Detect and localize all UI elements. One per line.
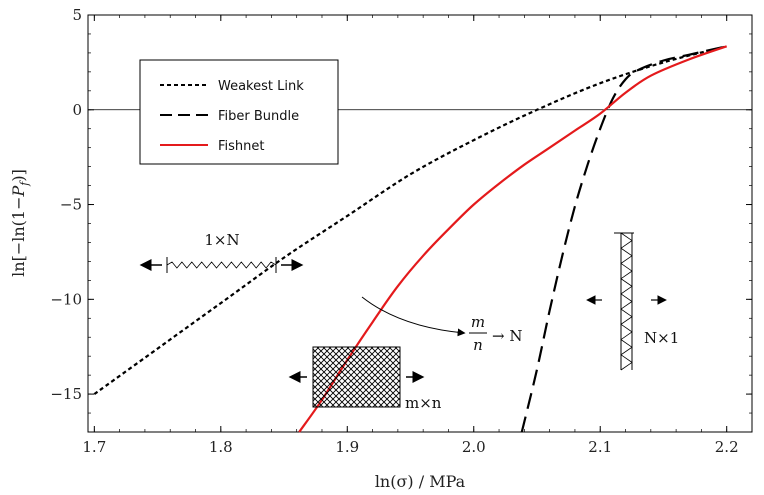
series-line-fiber-bundle <box>520 45 727 433</box>
mesh-block <box>312 346 401 408</box>
y-axis-title-pre: ln[−ln(1− <box>9 197 28 277</box>
x-tick-label: 2.0 <box>462 438 486 456</box>
bundle-zigzag <box>620 232 633 371</box>
legend-box <box>139 59 339 165</box>
series-line-weakest-link <box>93 45 727 395</box>
x-tick-label: 2.2 <box>715 438 739 456</box>
y-axis-title-subscript: f <box>18 180 31 187</box>
y-axis-title: ln[−ln(1−Pf)] <box>9 169 31 277</box>
series-layer <box>93 45 728 433</box>
chain-label: 1×N <box>204 231 239 249</box>
bundle-annotation: N×1 <box>586 232 679 371</box>
mesh-label: m×n <box>405 394 442 412</box>
legend-label-weakest-link: Weakest Link <box>218 79 304 94</box>
x-tick-label: 2.1 <box>588 438 612 456</box>
ratio-curved-arrow <box>361 296 466 337</box>
y-tick-label: 0 <box>72 101 82 119</box>
legend: Weakest Link Fiber Bundle Fishnet <box>139 59 339 165</box>
ratio-denominator: n <box>473 336 483 354</box>
ratio-numerator: m <box>471 313 485 331</box>
bundle-label: N×1 <box>644 329 679 347</box>
y-tick-label: −10 <box>50 290 82 308</box>
y-axis-title-post: )] <box>9 169 28 181</box>
x-tick-label: 1.8 <box>209 438 233 456</box>
legend-label-fiber-bundle: Fiber Bundle <box>218 109 299 124</box>
series-line-fishnet <box>298 45 728 433</box>
y-ticks: 5 0 −5 −10 −15 <box>50 6 752 433</box>
x-ticks: 1.7 1.8 1.9 2.0 2.1 2.2 <box>82 15 739 456</box>
y-tick-label: −5 <box>60 196 82 214</box>
chain-spring <box>166 261 277 269</box>
ratio-annotation: m n → N <box>361 296 522 354</box>
ratio-arrow-text: → N <box>492 327 522 345</box>
chain-annotation: 1×N <box>139 231 304 273</box>
legend-label-fishnet: Fishnet <box>218 139 265 154</box>
x-axis-title: ln(σ) / MPa <box>375 472 466 491</box>
y-tick-label: 5 <box>72 6 82 24</box>
x-tick-label: 1.7 <box>82 438 106 456</box>
y-axis-title-symbol: P <box>9 186 28 198</box>
y-tick-label: −15 <box>50 385 82 403</box>
mesh-annotation: m×n <box>288 346 442 412</box>
x-tick-label: 1.9 <box>335 438 359 456</box>
